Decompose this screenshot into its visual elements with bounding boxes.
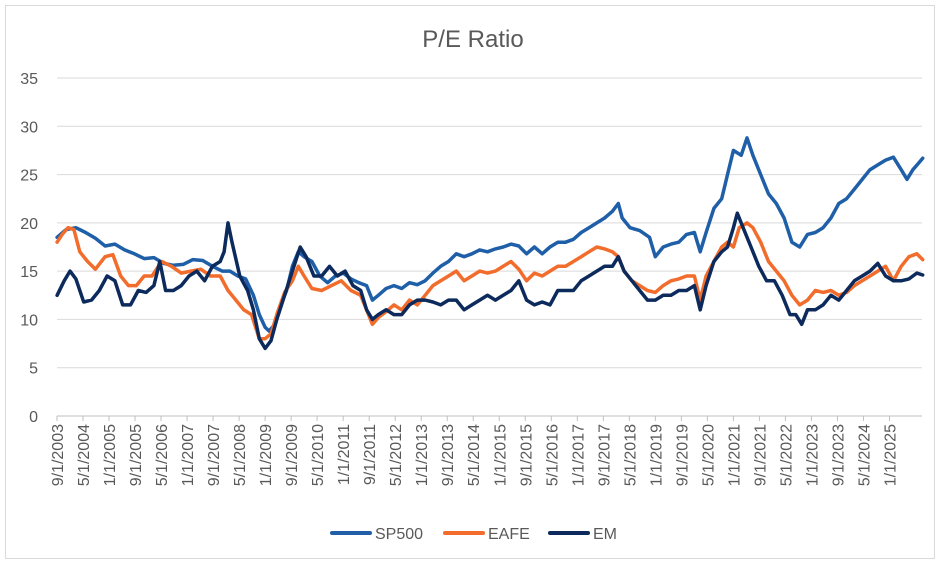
x-tick-label: 9/1/2005 bbox=[128, 424, 145, 486]
x-tick-label: 9/1/2015 bbox=[518, 424, 535, 486]
x-tick-label: 5/1/2008 bbox=[232, 424, 249, 486]
x-tick-label: 9/1/2013 bbox=[440, 424, 457, 486]
x-tick-label: 9/1/2007 bbox=[206, 424, 223, 486]
x-tick-label: 5/1/2014 bbox=[466, 424, 483, 486]
x-tick-label: 1/1/2015 bbox=[492, 424, 509, 486]
x-tick-label: 1/1/2019 bbox=[648, 424, 665, 486]
chart-title: P/E Ratio bbox=[422, 26, 523, 53]
x-tick-label: 1/1/2023 bbox=[804, 424, 821, 486]
x-tick-label: 9/1/2019 bbox=[674, 424, 691, 486]
x-tick-label: 1/1/2017 bbox=[570, 424, 587, 486]
x-tick-label: 5/1/2024 bbox=[856, 424, 873, 486]
x-tick-label: 5/1/2006 bbox=[154, 424, 171, 486]
x-tick-label: 5/1/2022 bbox=[778, 424, 795, 486]
legend-label-em: EM bbox=[593, 526, 617, 543]
x-tick-label: 1/1/2025 bbox=[882, 424, 899, 486]
x-tick-label: 9/1/2021 bbox=[752, 424, 769, 486]
x-tick-label: 9/1/2009 bbox=[284, 424, 301, 486]
x-tick-label: 1/1/2011 bbox=[336, 424, 353, 485]
x-tick-label: 9/1/2011 bbox=[362, 424, 379, 485]
chart-frame bbox=[5, 5, 935, 559]
series-line-em bbox=[55, 211, 925, 351]
x-tick-label: 9/1/2017 bbox=[596, 424, 613, 486]
y-tick-label: 35 bbox=[20, 71, 38, 88]
x-tick-label: 9/1/2023 bbox=[830, 424, 847, 486]
y-tick-label: 25 bbox=[20, 168, 38, 185]
y-tick-label: 30 bbox=[20, 119, 38, 136]
series-line-sp500 bbox=[55, 136, 925, 333]
x-tick-label: 5/1/2020 bbox=[700, 424, 717, 486]
x-tick-label: 1/1/2021 bbox=[726, 424, 743, 486]
x-tick-label: 1/1/2013 bbox=[414, 424, 431, 486]
x-tick-label: 5/1/2012 bbox=[388, 424, 405, 486]
legend: SP500 EAFE EM bbox=[330, 526, 617, 543]
legend-label-sp500: SP500 bbox=[375, 526, 423, 543]
y-tick-label: 5 bbox=[29, 361, 38, 378]
x-tick-label: 5/1/2016 bbox=[544, 424, 561, 486]
x-tick-label: 1/1/2005 bbox=[102, 424, 119, 486]
y-tick-label: 10 bbox=[20, 312, 38, 329]
legend-label-eafe: EAFE bbox=[488, 526, 530, 543]
x-tick-label: 1/1/2009 bbox=[258, 424, 275, 486]
x-tick-label: 1/1/2007 bbox=[180, 424, 197, 486]
y-tick-label: 0 bbox=[29, 409, 38, 426]
x-tick-label: 5/1/2010 bbox=[310, 424, 327, 486]
y-tick-label: 15 bbox=[20, 264, 38, 281]
x-tick-label: 5/1/2004 bbox=[76, 424, 93, 486]
y-tick-label: 20 bbox=[20, 216, 38, 233]
x-tick-label: 9/1/2003 bbox=[50, 424, 67, 486]
x-tick-label: 5/1/2018 bbox=[622, 424, 639, 486]
